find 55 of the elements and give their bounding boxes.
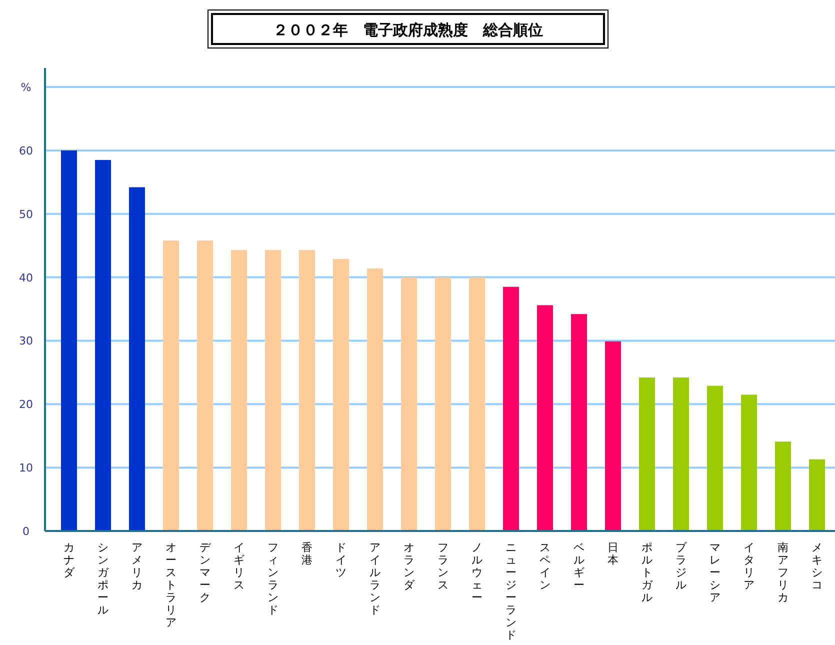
y-tick-label: 30: [19, 334, 33, 348]
x-tick-label: 日本: [608, 541, 618, 566]
x-tick-label: マレーシア: [710, 541, 720, 604]
bar: [741, 394, 757, 531]
x-tick-label: フランス: [438, 541, 448, 592]
bar: [571, 314, 587, 531]
bar: [367, 268, 383, 531]
x-tick-label: アイルランド: [370, 541, 380, 616]
y-tick-label: 0: [22, 525, 30, 538]
x-tick-label: カナダ: [64, 541, 74, 579]
bar: [503, 286, 519, 531]
bar: [197, 240, 213, 531]
x-tick-label: ドイツ: [336, 541, 346, 579]
bar: [333, 258, 349, 531]
x-tick-label: フィンランド: [268, 541, 278, 616]
chart-title: ２００２年 電子政府成熟度 総合順位: [273, 21, 543, 39]
bar: [469, 277, 485, 531]
x-tick-label: ブラジル: [676, 541, 686, 592]
bar: [435, 277, 451, 531]
x-tick-label: アメリカ: [132, 541, 142, 592]
x-tick-label: シンガポール: [98, 541, 108, 616]
y-tick-label: 60: [19, 144, 33, 158]
bar: [95, 160, 111, 531]
bar: [537, 305, 553, 531]
y-tick-label: 40: [19, 271, 33, 284]
x-tick-label: 南アフリカ: [778, 541, 788, 604]
bar: [639, 378, 655, 531]
x-tick-label: ポルトガル: [642, 541, 652, 604]
bar: [231, 250, 247, 531]
x-tick-label: ノルウェー: [472, 541, 482, 604]
x-tick-label: ベルギー: [574, 541, 584, 592]
bar: [129, 187, 145, 531]
bar: [265, 250, 281, 531]
x-tick-label: デンマーク: [200, 541, 210, 604]
bar: [163, 240, 179, 531]
x-tick-label: オーストラリア: [166, 541, 176, 629]
bar: [299, 250, 315, 531]
bar: [707, 386, 723, 531]
x-tick-label: イタリア: [744, 541, 754, 592]
y-tick-label: 20: [19, 398, 33, 412]
y-tick-label: %: [20, 81, 32, 94]
x-tick-label: メキシコ: [812, 541, 822, 592]
x-tick-label: オランダ: [404, 541, 414, 592]
x-tick-label: イギリス: [234, 541, 244, 592]
bar: [809, 459, 825, 531]
x-tick-label: スペイン: [540, 541, 550, 592]
bar: [673, 378, 689, 531]
bar: [401, 277, 417, 531]
x-tick-label: 香港: [302, 541, 312, 566]
x-tick-label: ニュージーランド: [506, 541, 516, 642]
bar: [775, 442, 791, 531]
bar: [605, 341, 621, 531]
bar: [61, 150, 77, 531]
y-tick-label: 50: [19, 208, 33, 221]
y-tick-label: 10: [19, 462, 33, 475]
